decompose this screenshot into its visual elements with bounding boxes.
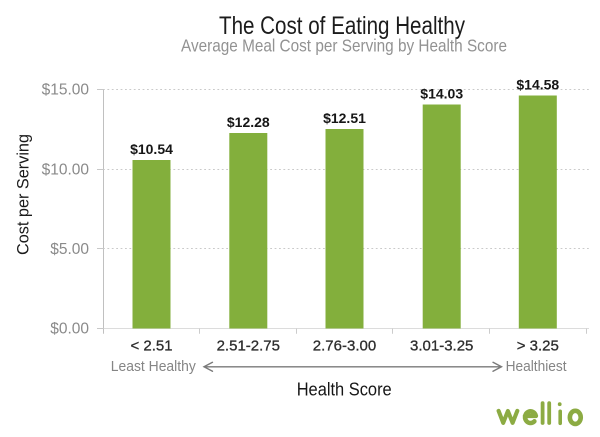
svg-text:Cost per Serving: Cost per Serving bbox=[15, 134, 33, 255]
svg-text:$10.00: $10.00 bbox=[42, 161, 90, 178]
svg-text:$12.28: $12.28 bbox=[227, 114, 270, 130]
svg-text:$15.00: $15.00 bbox=[42, 82, 90, 99]
svg-text:2.51-2.75: 2.51-2.75 bbox=[217, 338, 280, 355]
svg-text:> 3.25: > 3.25 bbox=[517, 338, 559, 355]
svg-text:2.76-3.00: 2.76-3.00 bbox=[313, 338, 376, 355]
svg-text:3.01-3.25: 3.01-3.25 bbox=[410, 338, 473, 355]
svg-text:Healthiest: Healthiest bbox=[506, 358, 568, 375]
svg-text:Average Meal Cost per Serving: Average Meal Cost per Serving by Health … bbox=[181, 36, 507, 56]
svg-text:The Cost of Eating Healthy: The Cost of Eating Healthy bbox=[219, 12, 465, 40]
svg-text:Least Healthy: Least Healthy bbox=[111, 358, 196, 375]
svg-text:$14.03: $14.03 bbox=[420, 86, 463, 102]
svg-text:$10.54: $10.54 bbox=[130, 141, 173, 157]
svg-text:$5.00: $5.00 bbox=[50, 241, 89, 258]
svg-text:Health Score: Health Score bbox=[297, 379, 392, 400]
svg-text:$14.58: $14.58 bbox=[516, 77, 559, 93]
svg-text:$12.51: $12.51 bbox=[323, 110, 366, 126]
svg-text:$0.00: $0.00 bbox=[50, 320, 89, 337]
svg-text:< 2.51: < 2.51 bbox=[130, 338, 172, 355]
